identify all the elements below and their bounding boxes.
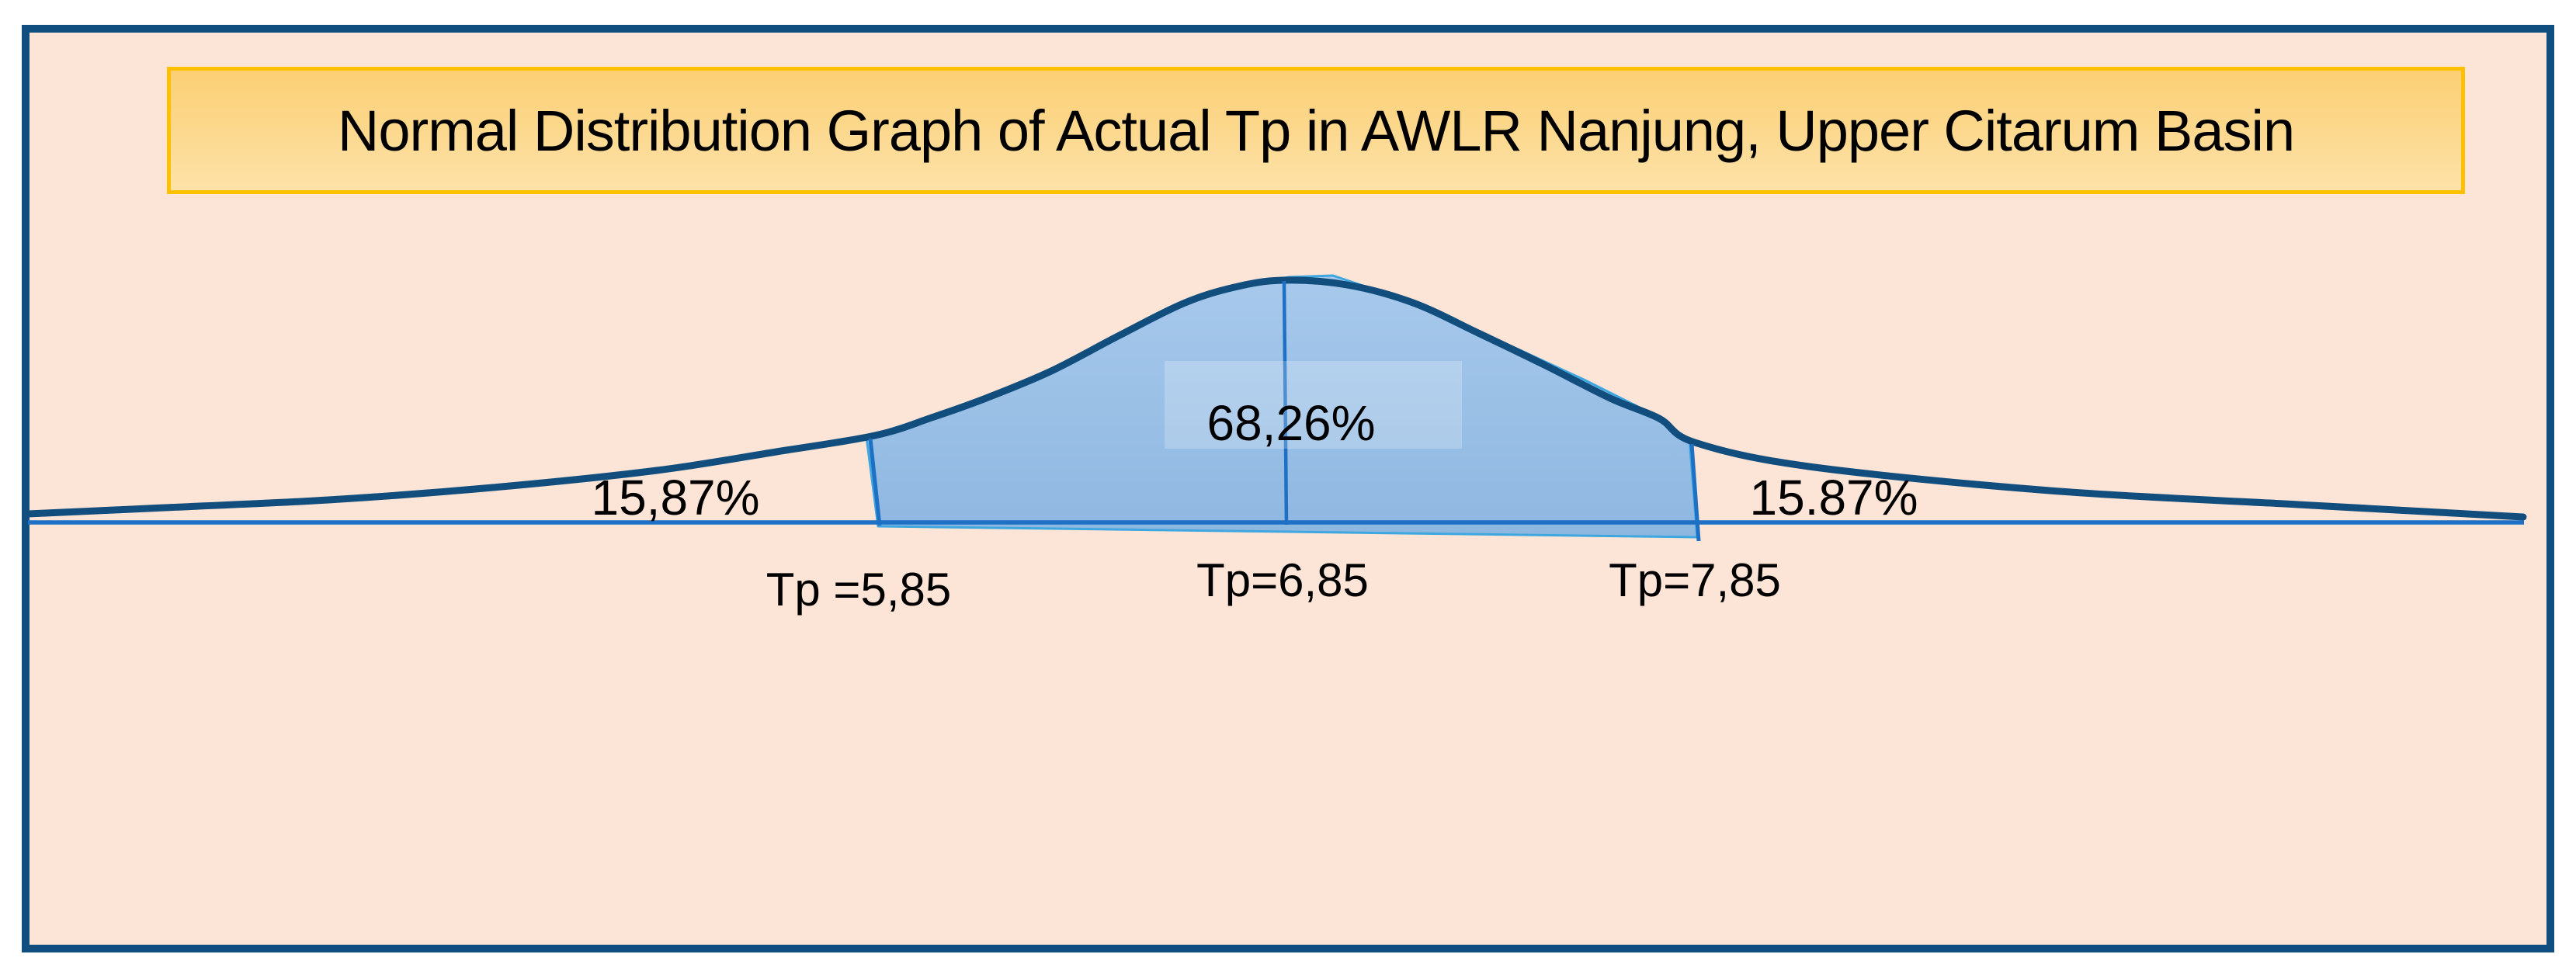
area-percentage-label: 68,26%: [1206, 395, 1375, 451]
tp-mean-label: Tp=6,85: [1196, 554, 1369, 606]
right-tail-percentage-label: 15.87%: [1749, 470, 1918, 526]
lower-sigma-boundary-line: [868, 438, 882, 526]
tp-lower-label: Tp =5,85: [766, 564, 952, 616]
chart-title-box: Normal Distribution Graph of Actual Tp i…: [167, 67, 2465, 194]
area-label-backdrop: [1165, 361, 1462, 449]
normal-curve: [24, 276, 2527, 521]
chart-title: Normal Distribution Graph of Actual Tp i…: [337, 98, 2295, 163]
upper-sigma-boundary-line: [1689, 443, 1701, 542]
mean-line: [1282, 280, 1289, 526]
tp-upper-label: Tp=7,85: [1609, 554, 1781, 606]
left-tail-percentage-label: 15,87%: [591, 470, 759, 526]
